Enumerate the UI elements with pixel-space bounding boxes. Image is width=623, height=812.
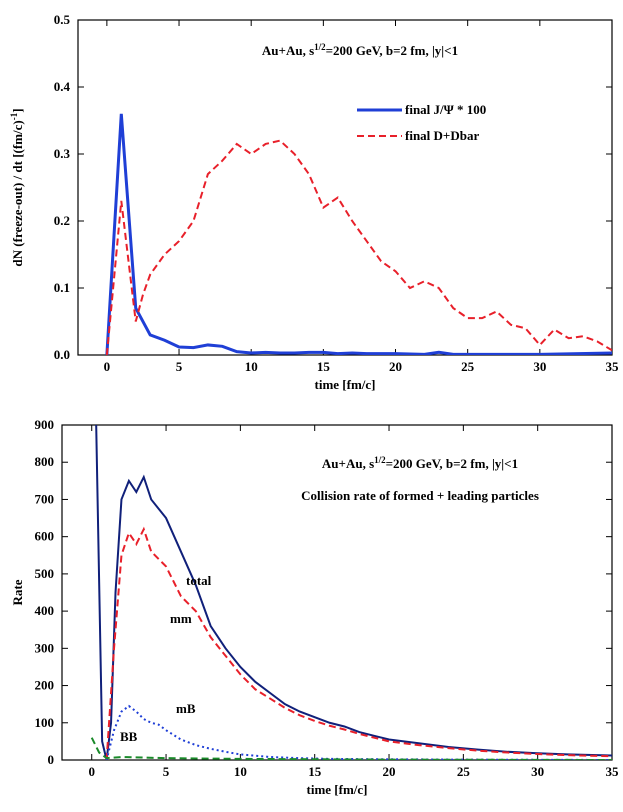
y-tick-label: 0.1	[54, 280, 70, 295]
y-tick-label: 200	[35, 678, 55, 693]
y-tick-label: 900	[35, 417, 55, 432]
x-tick-label: 5	[176, 359, 183, 374]
x-tick-label: 10	[234, 764, 247, 779]
y-tick-label: 400	[35, 603, 55, 618]
series-label: mB	[176, 701, 196, 716]
y-tick-label: 800	[35, 454, 55, 469]
y-axis-label-part: -1	[9, 112, 19, 120]
y-axis-label-part: dN (freeze-out) / dt [(fm/c)	[10, 120, 25, 266]
chart-title-part: =200 GeV, b=2 fm, |y|<1	[326, 43, 458, 58]
x-tick-label: 35	[606, 764, 620, 779]
series-line	[105, 704, 612, 760]
series-line	[105, 526, 612, 760]
series-line	[90, 737, 612, 760]
series-label: total	[186, 573, 212, 588]
chart-title-part: Au+Au, s	[322, 456, 374, 471]
y-tick-label: 0.2	[54, 213, 70, 228]
y-tick-label: 300	[35, 640, 55, 655]
x-tick-label: 20	[389, 359, 402, 374]
y-tick-label: 0.5	[54, 12, 71, 27]
x-tick-label: 0	[88, 764, 95, 779]
series-line	[105, 113, 612, 355]
plot-frame	[61, 424, 613, 761]
x-tick-label: 0	[104, 359, 111, 374]
x-tick-label: 15	[317, 359, 331, 374]
x-tick-label: 30	[531, 764, 544, 779]
y-tick-label: 0.4	[54, 79, 71, 94]
y-tick-label: 500	[35, 566, 55, 581]
series-label: BB	[120, 729, 138, 744]
y-tick-label: 100	[35, 715, 55, 730]
y-axis-label: dN (freeze-out) / dt [(fm/c)-1]	[9, 108, 25, 266]
chart-subtitle: Collision rate of formed + leading parti…	[301, 488, 539, 503]
legend-label: final D+Dbar	[405, 128, 479, 143]
series-label: mm	[170, 611, 192, 626]
x-tick-label: 10	[245, 359, 258, 374]
x-axis-label: time [fm/c]	[307, 782, 368, 797]
chart-title-part: Au+Au, s	[262, 43, 314, 58]
chart-title: Au+Au, s1/2=200 GeV, b=2 fm, |y|<1	[322, 455, 518, 471]
y-tick-label: 0.3	[54, 146, 71, 161]
chart-title-part: =200 GeV, b=2 fm, |y|<1	[386, 456, 518, 471]
y-tick-label: 0.0	[54, 347, 70, 362]
chart-title: Au+Au, s1/2=200 GeV, b=2 fm, |y|<1	[262, 42, 458, 58]
x-tick-label: 15	[308, 764, 322, 779]
y-tick-label: 700	[35, 491, 55, 506]
chart-title-part: 1/2	[374, 455, 386, 465]
chart-title-part: 1/2	[314, 42, 326, 52]
x-tick-label: 30	[533, 359, 546, 374]
x-tick-label: 25	[461, 359, 475, 374]
plot-frame	[77, 19, 613, 356]
series-line	[105, 139, 612, 355]
x-axis-label: time [fm/c]	[315, 377, 376, 392]
y-axis-label-part: Rate	[10, 579, 25, 605]
x-tick-label: 35	[606, 359, 620, 374]
legend-label: final J/Ψ * 100	[405, 102, 486, 117]
x-tick-label: 25	[457, 764, 471, 779]
y-axis-label-part: ]	[10, 108, 25, 112]
x-tick-label: 5	[163, 764, 170, 779]
y-tick-label: 0	[48, 752, 55, 767]
x-tick-label: 20	[383, 764, 396, 779]
panel: 0 5 10 15 20 25 30 35 0 100 200 300 400 500 600 700 800 9…	[10, 417, 620, 797]
y-axis-label: Rate	[10, 579, 25, 605]
panel: 0 5 10 15 20 25 30 35 0.0 0.1 0.2 0.3 0.4 0.5 time [fm…	[9, 12, 619, 392]
y-tick-label: 600	[35, 529, 55, 544]
